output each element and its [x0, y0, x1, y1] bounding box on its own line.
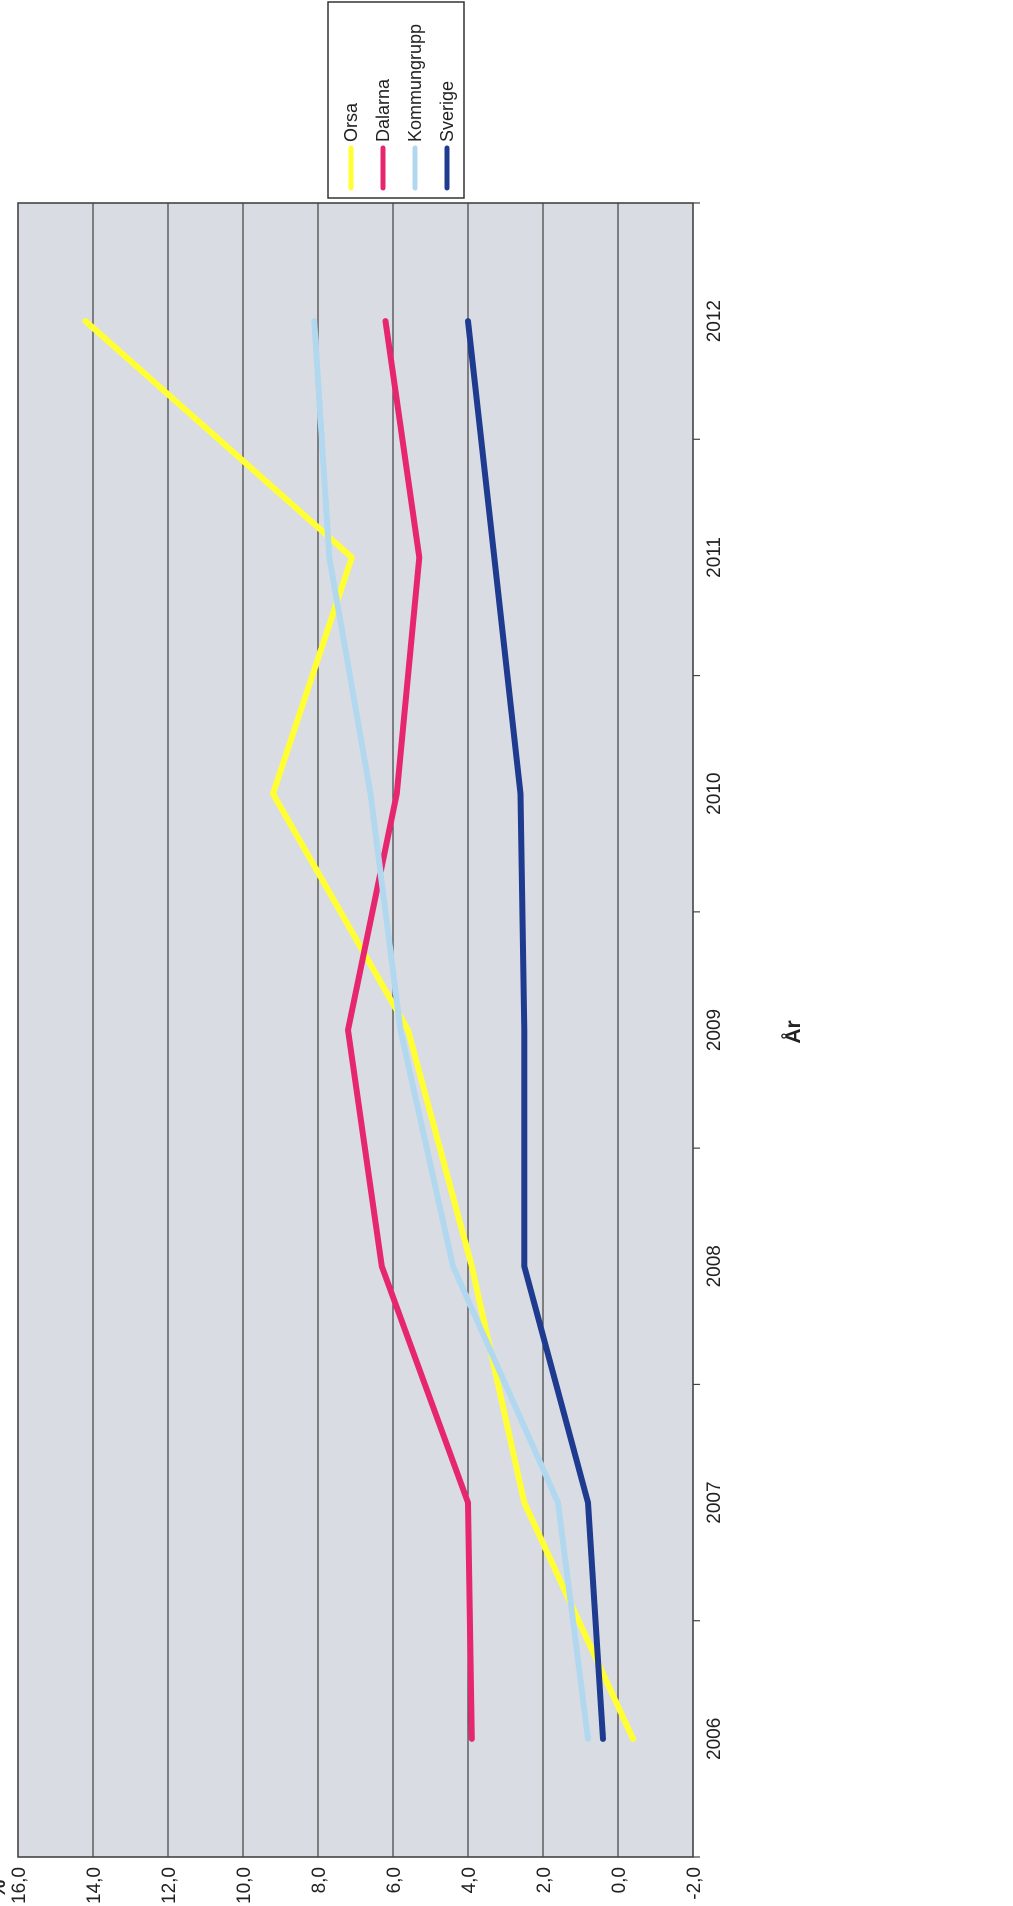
plot-area: -2,0 0,0 2,0 4,0 6,0 8,0 10,0 12,0 14,0 16,0 2006 2…: [9, 202, 725, 1904]
series-line-dalarna: [345, 318, 475, 1742]
legend-label: Dalarna: [373, 78, 393, 142]
y-tick-label: 6,0: [384, 1867, 405, 1893]
series-line-sverige: [465, 318, 606, 1742]
legend: Orsa Dalarna Kommungrupp Sverige: [327, 1, 465, 199]
series-line-orsa: [82, 318, 636, 1742]
y-tick-label: 0,0: [609, 1867, 630, 1893]
x-tick-label: 2007: [704, 1481, 725, 1523]
plot-border: [17, 202, 694, 1858]
y-tick-label: 10,0: [234, 1867, 255, 1904]
x-tick-label: 2006: [704, 1718, 725, 1760]
y-tick-label: 14,0: [84, 1867, 105, 1904]
y-tick-label: 16,0: [9, 1867, 30, 1904]
legend-label: Kommungrupp: [405, 24, 425, 142]
y-tick-label: 4,0: [459, 1867, 480, 1893]
y-axis-title: %: [0, 1879, 10, 1898]
x-tick-label: 2008: [704, 1245, 725, 1287]
x-tick-label: 2009: [704, 1009, 725, 1051]
y-tick-label: 8,0: [309, 1867, 330, 1893]
plot-background: [18, 203, 693, 1857]
y-tick-label: 12,0: [159, 1867, 180, 1904]
y-tick-label: 2,0: [534, 1867, 555, 1893]
legend-label: Orsa: [341, 102, 361, 142]
x-axis-title: År: [781, 1020, 805, 1043]
y-tick-label: -2,0: [684, 1867, 705, 1900]
x-tick-label: 2012: [704, 300, 725, 342]
x-tick-label: 2010: [704, 773, 725, 815]
x-tick-label: 2011: [704, 537, 725, 578]
legend-label: Sverige: [437, 81, 457, 142]
series-line-kommungrupp: [311, 318, 591, 1742]
